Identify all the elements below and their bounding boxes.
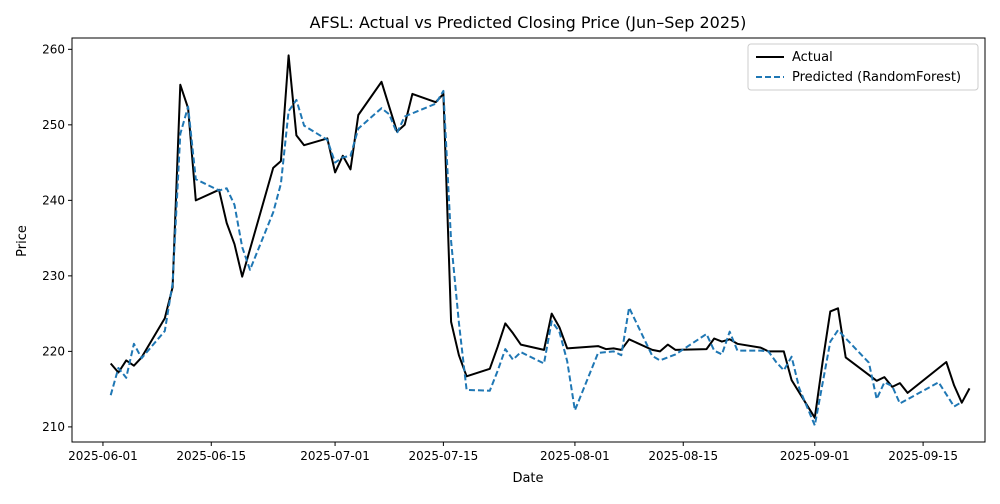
chart-title: AFSL: Actual vs Predicted Closing Price … <box>310 13 747 32</box>
y-tick-label: 220 <box>42 344 65 358</box>
legend: Actual Predicted (RandomForest) <box>747 43 979 91</box>
plot-frame <box>71 37 986 443</box>
series-line-actual <box>109 54 971 419</box>
y-axis-label: Price <box>15 225 30 257</box>
y-tick-label: 230 <box>42 269 65 283</box>
y-tick-label: 260 <box>42 42 65 56</box>
x-tick-label: 2025-08-15 <box>648 449 718 463</box>
x-tick-label: 2025-09-15 <box>888 449 958 463</box>
x-tick-label: 2025-07-01 <box>300 449 370 463</box>
legend-box <box>747 43 979 91</box>
x-tick-label: 2025-06-15 <box>176 449 246 463</box>
x-tick-label: 2025-06-01 <box>68 449 138 463</box>
series-line-predicted <box>109 89 963 427</box>
y-tick-label: 250 <box>42 118 65 132</box>
x-axis-label: Date <box>512 471 543 486</box>
x-tick-label: 2025-09-01 <box>780 449 850 463</box>
x-tick-label: 2025-07-15 <box>409 449 479 463</box>
legend-label-predicted: Predicted (RandomForest) <box>792 70 961 85</box>
series-layer <box>109 54 971 427</box>
legend-label-actual: Actual <box>792 50 833 65</box>
axis-ticks: 2025-06-01 2025-06-15 2025-07-01 2025-07-15… <box>42 42 958 463</box>
y-tick-label: 240 <box>42 193 65 207</box>
y-tick-label: 210 <box>42 420 65 434</box>
x-tick-label: 2025-08-01 <box>540 449 610 463</box>
